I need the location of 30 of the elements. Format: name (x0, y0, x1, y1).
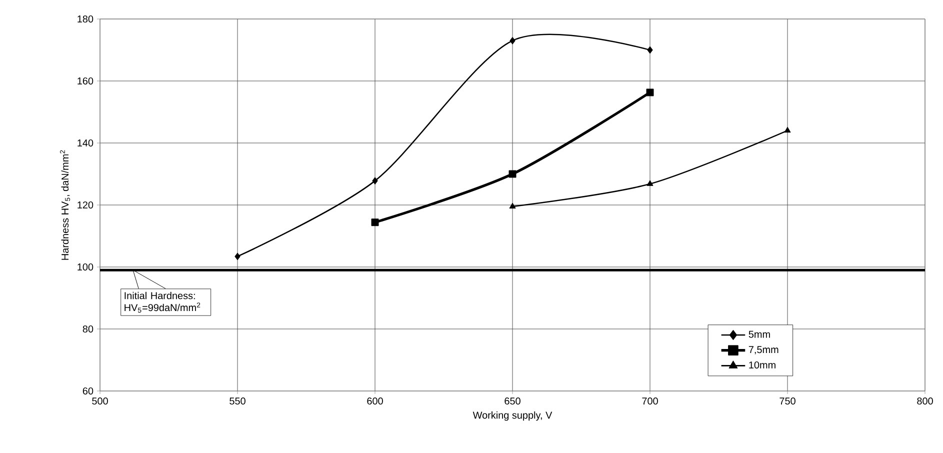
y-tick-label: 180 (78, 15, 94, 23)
legend-label: 7,5mm (748, 346, 778, 354)
y-axis-title: Hardness HV$_{5}$, daN/mm$^{2}$ (60, 150, 70, 260)
point (508, 170, 516, 178)
y-tick-label: 120 (78, 201, 94, 209)
x-tick-label: 700 (642, 397, 658, 405)
x-tick-label: 500 (92, 397, 108, 405)
y-tick-label: 80 (82, 325, 94, 333)
point (646, 88, 654, 96)
legend-label: 10mm (749, 361, 776, 369)
point (509, 202, 516, 209)
x-tick-label: 750 (780, 397, 796, 405)
x-tick-label: 800 (917, 397, 933, 405)
y-tick-label: 160 (78, 77, 94, 85)
point (646, 180, 654, 186)
point (371, 218, 379, 226)
legend-label: 5mm (748, 330, 770, 338)
y-tick-label: 100 (78, 263, 94, 271)
point (372, 177, 378, 185)
x-tick-label: 550 (230, 397, 246, 405)
ref-line-label: Initial Hardness: HV$_{5}$=99daN/mm$^{2}$ (124, 292, 200, 313)
point (784, 126, 791, 133)
x-tick-label: 650 (504, 397, 520, 405)
point (647, 46, 653, 54)
y-tick-label: 140 (78, 139, 94, 147)
point (234, 252, 240, 260)
y-tick-label: 60 (82, 387, 94, 395)
x-tick-label: 600 (367, 397, 383, 405)
point (510, 36, 516, 44)
x-axis-title: Working supply, V (472, 411, 552, 421)
